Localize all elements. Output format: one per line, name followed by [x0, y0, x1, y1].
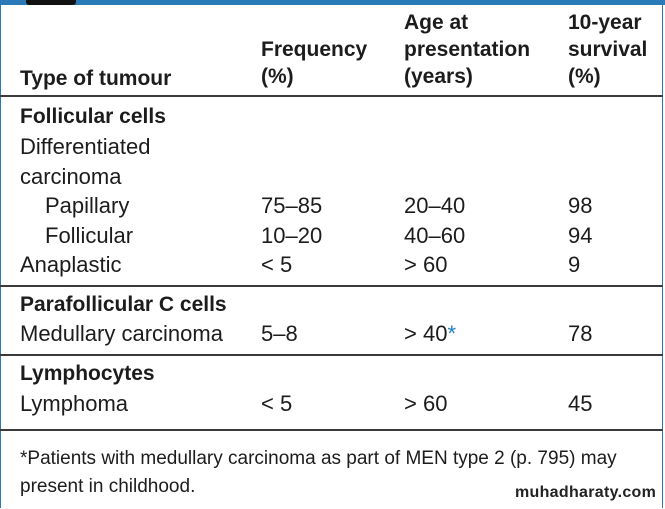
section-title-parafollicular: Parafollicular C cells — [20, 293, 227, 316]
section-rule-1 — [0, 285, 663, 287]
row-label-differentiated: Differentiated — [20, 134, 151, 159]
header-survival-line1: 10-year — [568, 11, 642, 34]
header-survival-line2: survival — [568, 38, 648, 61]
row-label-papillary: Papillary — [45, 193, 130, 218]
header-frequency-unit: (%) — [261, 65, 294, 88]
header-rule — [0, 95, 663, 97]
row-label-anaplastic: Anaplastic — [20, 252, 122, 277]
papillary-survival: 98 — [568, 193, 593, 218]
section-title-lymphocytes: Lymphocytes — [20, 362, 155, 385]
anaplastic-age: > 60 — [404, 252, 448, 277]
medullary-frequency: 5–8 — [261, 321, 298, 346]
header-age-unit: (years) — [404, 65, 473, 88]
header-age-line1: Age at — [404, 11, 469, 34]
row-label-medullary: Medullary carcinoma — [20, 321, 223, 346]
footnote-rule — [0, 429, 663, 431]
watermark: muhadharaty.com — [515, 484, 657, 501]
follicular-age: 40–60 — [404, 223, 466, 248]
footnote: *Patients with medullary carcinoma as pa… — [20, 448, 617, 497]
lymphoma-age: > 60 — [404, 391, 448, 416]
papillary-frequency: 75–85 — [261, 193, 323, 218]
anaplastic-survival: 9 — [568, 252, 581, 277]
lymphoma-frequency: < 5 — [261, 391, 293, 416]
medullary-age-value: > 40 — [404, 321, 448, 346]
anaplastic-frequency: < 5 — [261, 252, 293, 277]
header-age-line2: presentation — [404, 38, 531, 61]
section-title-follicular: Follicular cells — [20, 105, 166, 128]
top-accent-bar — [0, 0, 665, 5]
footnote-asterisk: * — [447, 321, 456, 346]
lymphoma-survival: 45 — [568, 391, 593, 416]
row-label-lymphoma: Lymphoma — [20, 391, 129, 416]
top-tab-marker — [26, 0, 76, 5]
follicular-frequency: 10–20 — [261, 223, 323, 248]
follicular-survival: 94 — [568, 223, 593, 248]
header-survival-unit: (%) — [568, 65, 601, 88]
row-label-follicular: Follicular — [45, 223, 134, 248]
header-frequency: Frequency — [261, 38, 368, 61]
section-rule-2 — [0, 354, 663, 356]
papillary-age: 20–40 — [404, 193, 466, 218]
row-label-carcinoma: carcinoma — [20, 164, 122, 189]
medullary-survival: 78 — [568, 321, 593, 346]
header-type-of-tumour: Type of tumour — [20, 67, 172, 90]
medullary-age: > 40* — [404, 319, 456, 348]
